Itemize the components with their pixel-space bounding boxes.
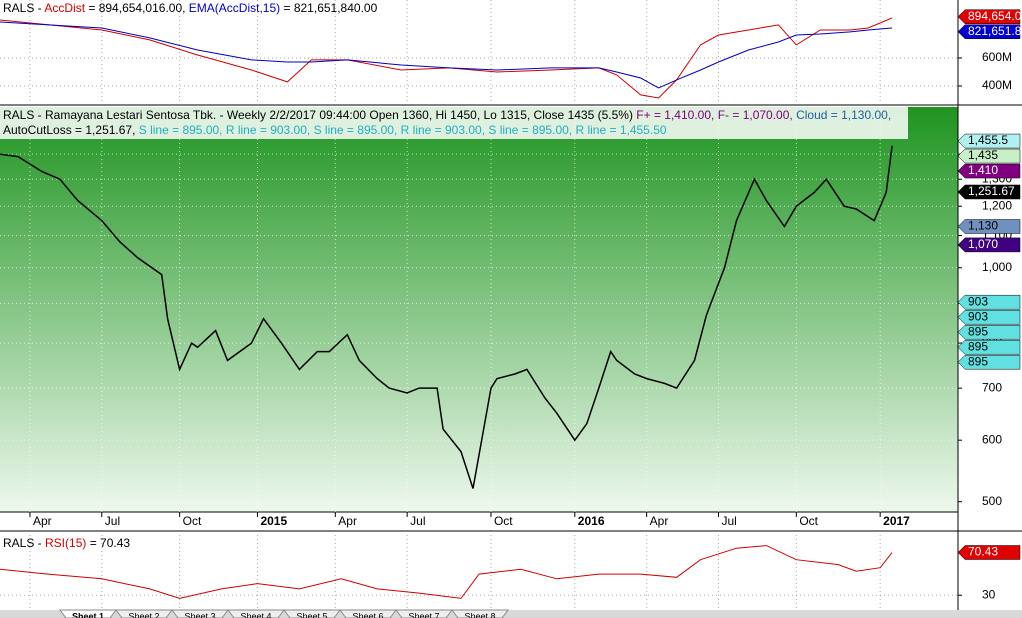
header-part: RSI(15): [45, 536, 86, 550]
sheet-tab-label: Sheet 1: [72, 611, 104, 618]
sheet-tab-label: Sheet 5: [296, 611, 327, 618]
value-box: [957, 133, 1021, 149]
x-tick-label: 2016: [578, 514, 605, 528]
y-tick-label: 700: [982, 380, 1002, 394]
sheet-tab: [171, 609, 229, 618]
header-part: S line = 895.00,: [314, 123, 401, 137]
sheet-tab: [115, 609, 173, 618]
value-box: [957, 148, 1021, 164]
x-tick-label: Oct: [799, 514, 818, 528]
value-box-label: 1,070: [968, 237, 998, 251]
header-part: S line = 895.00,: [488, 123, 575, 137]
value-box: [957, 237, 1021, 253]
series-line: [0, 145, 893, 489]
sheet-tab-label: Sheet 3: [184, 611, 215, 618]
sheet-tab: [227, 609, 285, 618]
header-background: [0, 107, 908, 139]
value-box: [957, 163, 1021, 179]
x-tick-label: Jul: [410, 514, 425, 528]
x-tick-label: Oct: [183, 514, 202, 528]
sheet-tab-label: Sheet 8: [464, 611, 495, 618]
y-tick-label: 600: [982, 432, 1002, 446]
tab-bar: [0, 610, 1022, 618]
value-box-label: 903: [968, 294, 988, 308]
header-part: EMA(AccDist,15): [189, 1, 280, 15]
series-line: [0, 17, 893, 99]
value-box: [957, 324, 1021, 340]
value-box: [957, 354, 1021, 370]
x-tick-label: Jul: [722, 514, 737, 528]
value-box: [957, 24, 1021, 39]
y-tick-label: 500: [982, 494, 1002, 508]
pane-header: RALS - AccDist = 894,654,016.00, EMA(Acc…: [3, 1, 378, 15]
header-part: = 70.43: [86, 536, 130, 550]
value-box-label: 1,130: [968, 219, 998, 233]
sheet-tab-label: Sheet 6: [352, 611, 383, 618]
y-tick-label: 600M: [982, 50, 1012, 64]
value-box-label: 1,435: [968, 148, 998, 162]
header-part: = 821,651,840.00: [280, 1, 377, 15]
header-part: RALS - Ramayana Lestari Sentosa Tbk. - W…: [3, 108, 636, 122]
value-box: [957, 339, 1021, 355]
sheet-tab-label: Sheet 7: [408, 611, 439, 618]
header-part: F- = 1,070.00,: [718, 108, 796, 122]
value-box-label: 903: [968, 309, 988, 323]
sheet-tab: [339, 609, 397, 618]
value-box-label: 894,654.0: [968, 9, 1022, 23]
pane-header: RALS - Ramayana Lestari Sentosa Tbk. - W…: [3, 108, 891, 122]
series-line: [0, 545, 893, 599]
x-tick-label: 2015: [260, 514, 287, 528]
sheet-tab-label: Sheet 2: [128, 611, 159, 618]
header-part: AutoCutLoss = 1,251.67,: [3, 123, 139, 137]
pane-header: AutoCutLoss = 1,251.67, S line = 895.00,…: [3, 123, 667, 137]
value-box-label: 895: [968, 339, 988, 353]
x-tick-label: Apr: [650, 514, 669, 528]
value-box-label: 1,251.67: [968, 184, 1015, 198]
sheet-tab: [59, 609, 117, 618]
value-box: [957, 219, 1021, 234]
value-box: [957, 9, 1021, 24]
value-box: [957, 545, 1021, 560]
header-part: AccDist: [44, 1, 85, 15]
header-part: R line = 903.00,: [226, 123, 314, 137]
value-box-label: 821,651.8: [968, 24, 1022, 38]
header-part: = 894,654,016.00,: [85, 1, 189, 15]
pane-header: RALS - RSI(15) = 70.43: [3, 536, 130, 550]
sheet-tab: [451, 609, 509, 618]
y-tick-label: 1,200: [982, 198, 1012, 212]
header-part: R line = 1,455.50: [575, 123, 666, 137]
y-tick-label: 1,000: [982, 260, 1012, 274]
value-box-label: 895: [968, 354, 988, 368]
value-box-label: 1,410: [968, 163, 998, 177]
x-tick-label: Apr: [338, 514, 357, 528]
y-tick-label: 400M: [982, 78, 1012, 92]
header-part: R line = 903.00,: [401, 123, 489, 137]
x-tick-label: 2017: [883, 514, 910, 528]
value-box-label: 1,455.5: [968, 133, 1008, 147]
y-tick-label: 30: [982, 587, 996, 601]
value-box-label: 895: [968, 324, 988, 338]
header-part: Cloud = 1,130.00,: [796, 108, 891, 122]
sheet-tab: [395, 609, 453, 618]
header-part: F+ = 1,410.00,: [636, 108, 717, 122]
sheet-tab: [283, 609, 341, 618]
x-tick-label: Oct: [494, 514, 513, 528]
value-box: [957, 309, 1021, 325]
series-line: [0, 21, 893, 89]
value-box: [957, 184, 1021, 200]
x-tick-label: Apr: [33, 514, 52, 528]
header-part: RALS -: [3, 1, 44, 15]
price-pane-background: [0, 107, 958, 512]
sheet-tab-label: Sheet 4: [240, 611, 271, 618]
header-part: S line = 895.00,: [139, 123, 226, 137]
value-box-label: 70.43: [968, 545, 998, 559]
x-tick-label: Jul: [105, 514, 120, 528]
value-box: [957, 294, 1021, 310]
header-part: RALS -: [3, 536, 45, 550]
